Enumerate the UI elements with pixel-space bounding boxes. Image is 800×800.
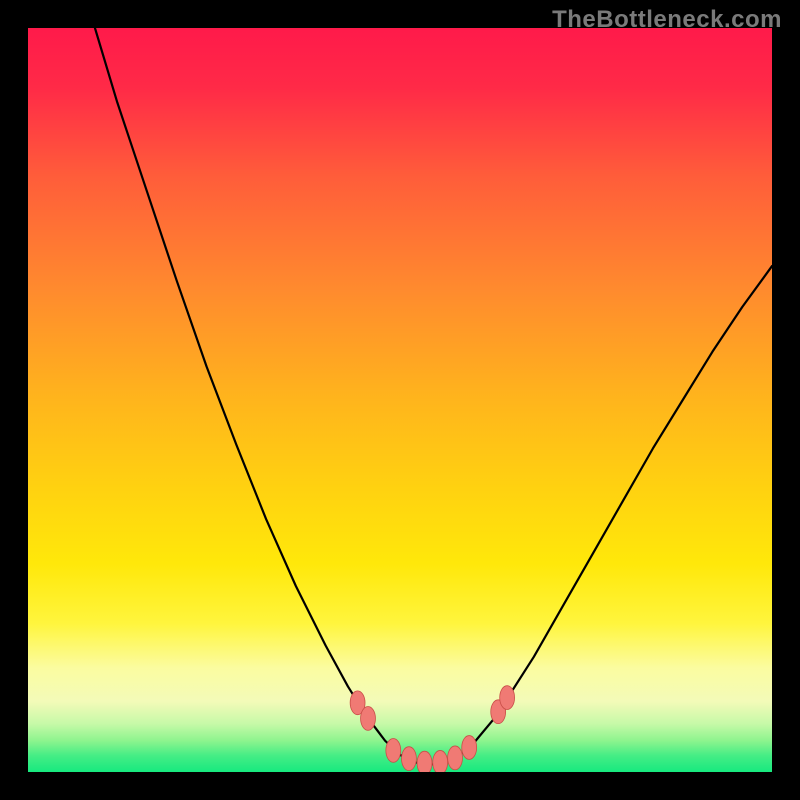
watermark-text: TheBottleneck.com	[552, 6, 782, 34]
curve-marker	[417, 751, 432, 772]
curve-marker	[361, 707, 376, 731]
curve-marker	[500, 686, 515, 710]
curve-marker	[386, 739, 401, 763]
curve-marker	[433, 750, 448, 772]
curve-layer	[28, 28, 772, 772]
curve-marker	[462, 736, 477, 760]
curve-marker	[448, 746, 463, 770]
plot-area	[28, 28, 772, 772]
curve-marker	[401, 747, 416, 771]
bottleneck-curve	[95, 28, 772, 765]
